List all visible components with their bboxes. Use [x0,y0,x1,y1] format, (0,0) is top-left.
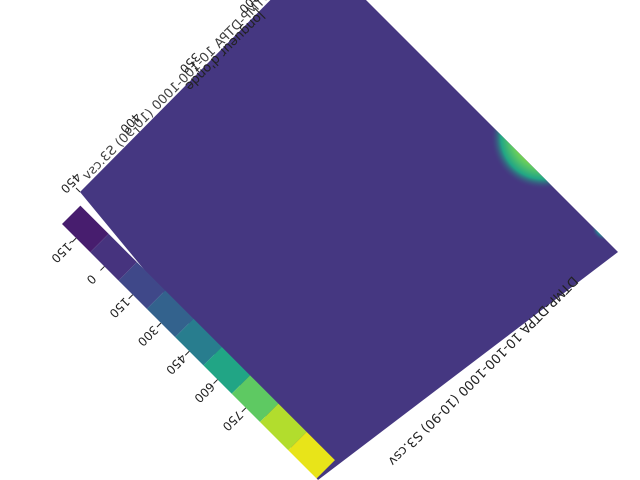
colorbar-segment [259,403,307,451]
colorbar-tick-mark [100,266,105,271]
colorbar-tick-mark [213,379,218,384]
colorbar-segment [203,347,251,394]
colorbar-tick-mark [184,350,190,356]
colorbar-segment [90,233,137,281]
colorbar-segment [175,318,222,366]
colorbar-tick-mark [128,294,134,300]
colorbar-segment [231,375,279,422]
colorbar-segment [146,290,194,338]
x-tick-mark [194,67,200,73]
colorbar-segment [118,262,166,309]
x-tick-mark [75,187,81,193]
colorbar-segment [62,205,109,253]
colorbar-segment [288,431,335,479]
colorbar-tick-mark [71,237,77,243]
heatmap-background [80,0,618,480]
colorbar-tick-label: 0 [84,272,99,287]
plot-area [80,0,618,480]
x-tick-mark [135,127,140,133]
colorbar-tick-label: -150 [48,236,77,265]
colorbar-tick-mark [241,407,247,413]
colorbar [62,205,335,479]
colorbar-tick-mark [156,322,162,328]
x-tick-mark [254,7,259,13]
